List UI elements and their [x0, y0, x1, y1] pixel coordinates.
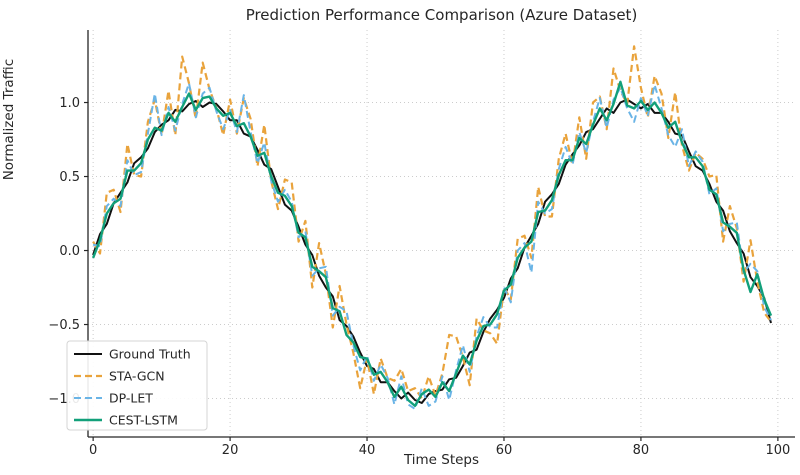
- x-tick-label: 20: [222, 443, 239, 458]
- series-line-sta-gcn: [92, 45, 772, 400]
- y-tick-label: −0.5: [48, 318, 80, 333]
- legend-label: STA-GCN: [109, 369, 165, 384]
- legend-label: Ground Truth: [109, 347, 191, 362]
- x-tick-label: 0: [89, 443, 97, 458]
- x-tick-label: 100: [765, 443, 790, 458]
- legend-box: [66, 340, 208, 431]
- x-tick-label: 80: [633, 443, 650, 458]
- y-tick-label: 0.5: [59, 170, 80, 185]
- x-axis-label: Time Steps: [403, 452, 480, 468]
- y-tick-label: 1.0: [59, 96, 80, 111]
- x-tick-label: 60: [496, 443, 513, 458]
- legend-label: DP-LET: [109, 391, 153, 406]
- y-axis-label: Normalized Traffic: [1, 58, 17, 181]
- y-tick-label: 0.0: [59, 244, 80, 259]
- series-line-cest-lstm: [91, 80, 773, 408]
- x-tick-label: 40: [359, 443, 376, 458]
- page-title: Prediction Performance Comparison (Azure…: [245, 6, 638, 24]
- legend-label: CEST-LSTM: [109, 413, 178, 428]
